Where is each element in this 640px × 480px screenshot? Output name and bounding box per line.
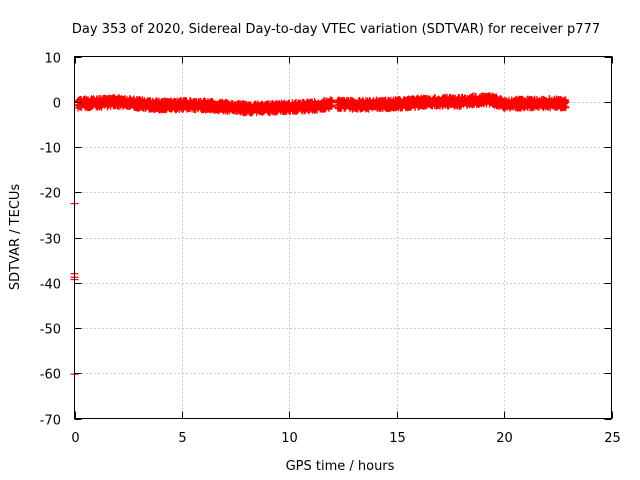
y-tick-label: 10 bbox=[44, 52, 61, 67]
data-point bbox=[562, 96, 570, 104]
x-axis-tick-labels: 0 5 10 15 20 25 bbox=[71, 431, 620, 446]
x-tick-label: 20 bbox=[496, 431, 513, 446]
x-axis-label: GPS time / hours bbox=[286, 459, 395, 474]
x-tick-label: 0 bbox=[71, 431, 79, 446]
x-tick-label: 25 bbox=[604, 431, 621, 446]
y-tick-label: -10 bbox=[40, 142, 61, 157]
y-axis-label: SDTVAR / TECUs bbox=[8, 184, 23, 291]
data-point bbox=[327, 103, 335, 111]
axis-ticks bbox=[74, 56, 613, 420]
x-tick-label: 10 bbox=[281, 431, 298, 446]
x-tick-label: 5 bbox=[178, 431, 186, 446]
y-tick-label: 0 bbox=[53, 97, 61, 112]
y-tick-label: -50 bbox=[40, 323, 61, 338]
chart-title: Day 353 of 2020, Sidereal Day-to-day VTE… bbox=[72, 22, 600, 37]
y-tick-label: -60 bbox=[40, 368, 61, 383]
y-tick-label: -30 bbox=[40, 233, 61, 248]
y-tick-label: -70 bbox=[40, 414, 61, 429]
x-tick-label: 15 bbox=[389, 431, 406, 446]
data-point bbox=[562, 104, 570, 112]
plot-frame bbox=[74, 56, 612, 419]
data-series-sdtvar bbox=[70, 92, 570, 375]
data-point bbox=[328, 96, 336, 104]
y-axis-tick-labels: 10 0 -10 -20 -30 -40 -50 -60 -70 bbox=[40, 52, 61, 429]
y-tick-label: -40 bbox=[40, 278, 61, 293]
y-tick-label: -20 bbox=[40, 187, 61, 202]
